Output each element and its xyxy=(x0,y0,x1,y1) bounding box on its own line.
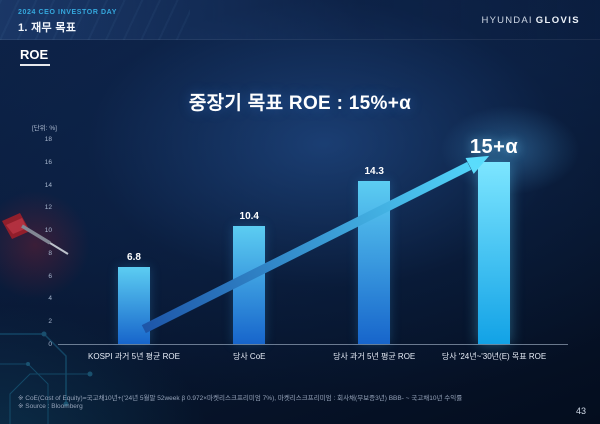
y-axis-tick-label: 14 xyxy=(44,181,52,189)
unit-label: [단위: %] xyxy=(32,125,57,132)
footnote-coe-definition: ※ CoE(Cost of Equity)=국고채10년+('24년 5월말 5… xyxy=(18,395,463,402)
category-label: 당사 과거 5년 평균 ROE xyxy=(333,352,416,361)
y-axis-tick-label: 6 xyxy=(48,272,52,280)
bar xyxy=(358,181,391,344)
y-axis-tick-label: 4 xyxy=(48,295,52,303)
logo-glovis: GLOVIS xyxy=(535,15,580,26)
y-axis-tick-label: 8 xyxy=(48,249,52,257)
chart-title: 중장기 목표 ROE : 15%+α xyxy=(188,93,412,114)
bar xyxy=(233,225,266,344)
bar xyxy=(117,266,150,344)
bar-value-label: 14.3 xyxy=(364,166,384,178)
hyundai-glovis-logo: HYUNDAI GLOVIS xyxy=(482,15,580,26)
y-axis-tick-label: 0 xyxy=(48,341,52,348)
y-axis-tick-label: 2 xyxy=(48,318,52,326)
y-axis-tick-label: 12 xyxy=(44,204,52,212)
bar-value-label: 15+α xyxy=(469,135,519,158)
header-band xyxy=(0,0,600,40)
category-label: 당사 '24년~'30년(E) 목표 ROE xyxy=(441,352,547,361)
logo-hyundai: HYUNDAI xyxy=(481,15,533,26)
footnote-source: ※ Source : Bloomberg xyxy=(18,403,83,410)
section-title: 1. 재무 목표 xyxy=(18,22,77,34)
category-label: 당사 CoE xyxy=(232,352,266,361)
page-title: ROE xyxy=(20,47,49,62)
y-axis-tick-label: 16 xyxy=(44,158,52,166)
bar-value-label: 6.8 xyxy=(127,251,141,263)
bar-chart: 0 2 4 6 8 10 12 14 16 18 6.8 KOSPI 과거 5년 평균 ROE 10.4… xyxy=(45,136,568,361)
event-title: 2024 CEO INVESTOR DAY xyxy=(18,9,117,16)
page-title-underline xyxy=(20,64,50,66)
page-number: 43 xyxy=(575,406,586,416)
y-axis-tick-label: 18 xyxy=(44,136,52,143)
bar xyxy=(478,161,511,344)
y-axis-tick-label: 10 xyxy=(44,227,52,235)
category-label: KOSPI 과거 5년 평균 ROE xyxy=(88,352,180,361)
header-decorative-streaks xyxy=(0,0,190,40)
bar-value-label: 10.4 xyxy=(239,210,259,222)
